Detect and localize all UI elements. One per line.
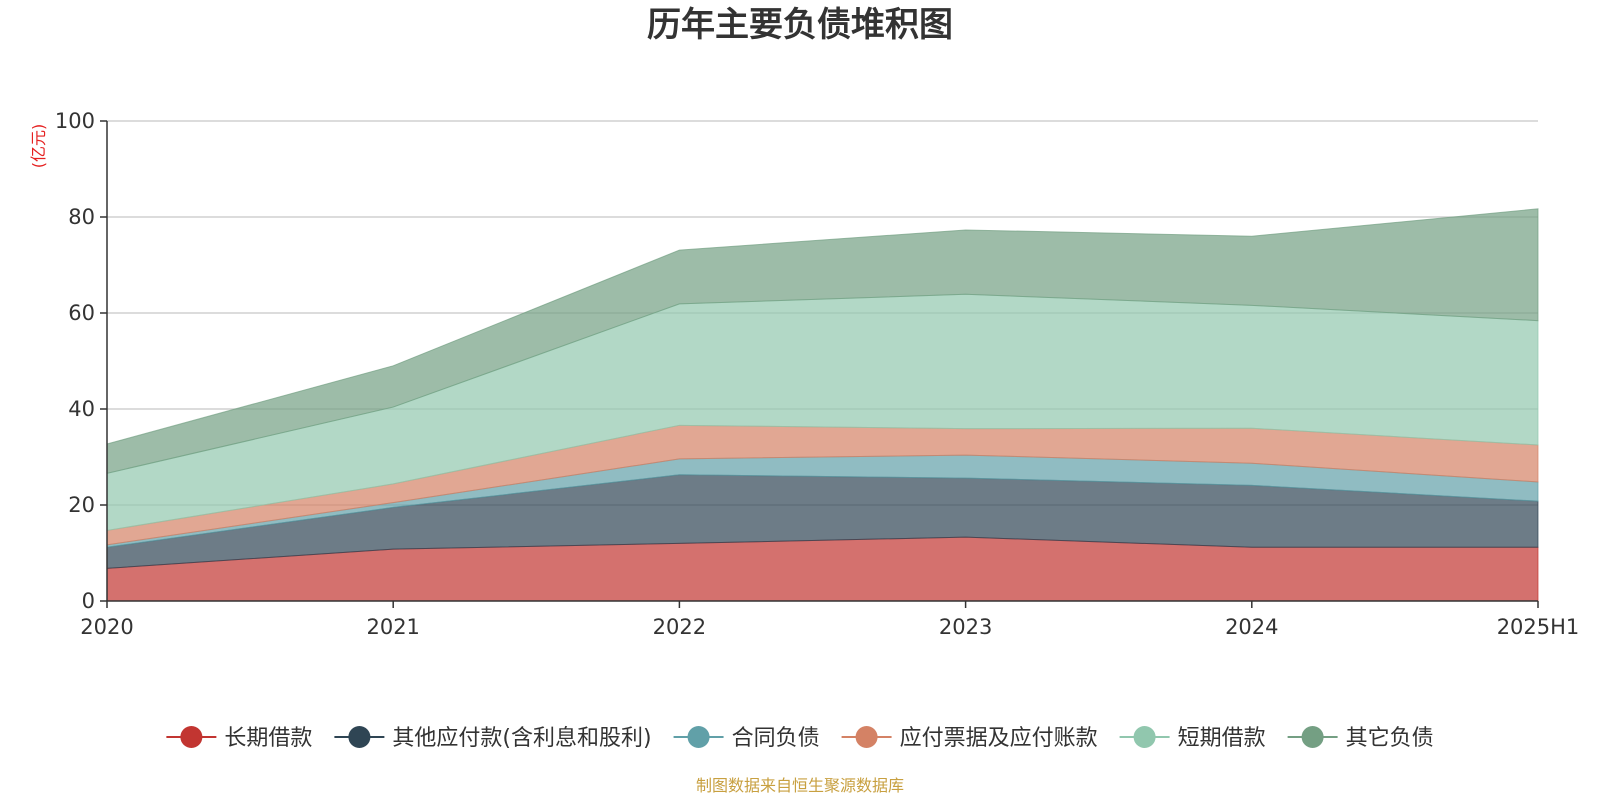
legend-label: 应付票据及应付账款 [900, 726, 1098, 751]
axes: 0 20 40 60 80 100 2020 2021 2022 2023 2024 2025H1 (亿… [29, 109, 1579, 639]
source-note: 制图数据来自恒生聚源数据库 [696, 776, 904, 795]
legend-label: 其它负债 [1346, 726, 1434, 751]
legend-label: 合同负债 [732, 726, 820, 751]
legend-marker [1133, 726, 1156, 748]
area-series-5 [106, 208, 1539, 474]
x-tick-label: 2025H1 [1497, 615, 1580, 639]
legend-item-5[interactable]: 其它负债 [1287, 726, 1434, 751]
area-series-group [106, 208, 1539, 602]
y-tick-label: 0 [82, 589, 95, 613]
legend-marker [1301, 726, 1324, 748]
y-tick-label: 40 [68, 397, 95, 421]
y-tick-label: 60 [68, 301, 95, 325]
chart-title: 历年主要负债堆积图 [647, 5, 953, 45]
x-tick-label: 2021 [366, 615, 419, 639]
y-tick-label: 20 [68, 493, 95, 517]
legend-item-1[interactable]: 其他应付款(含利息和股利) [334, 726, 652, 751]
x-tick-label: 2022 [653, 615, 706, 639]
legend-marker [180, 726, 203, 748]
legend-item-0[interactable]: 长期借款 [166, 726, 312, 751]
legend-item-2[interactable]: 合同负债 [673, 726, 820, 751]
legend-marker [687, 726, 710, 748]
y-axis-unit-label: (亿元) [29, 124, 48, 169]
legend-label: 短期借款 [1178, 726, 1266, 751]
legend-marker [348, 726, 371, 748]
y-tick-label: 100 [55, 109, 95, 133]
x-tick-label: 2024 [1225, 615, 1278, 639]
legend-item-3[interactable]: 应付票据及应付账款 [841, 726, 1098, 751]
legend: 长期借款 其他应付款(含利息和股利) 合同负债 应付票据及应付账款 短期借款 其它负债 [166, 726, 1434, 751]
x-tick-label: 2023 [939, 615, 992, 639]
legend-label: 其他应付款(含利息和股利) [392, 726, 651, 751]
legend-label: 长期借款 [224, 726, 312, 751]
x-tick-label: 2020 [80, 615, 133, 639]
y-tick-label: 80 [68, 205, 95, 229]
legend-item-4[interactable]: 短期借款 [1119, 726, 1266, 751]
legend-marker [855, 726, 878, 748]
